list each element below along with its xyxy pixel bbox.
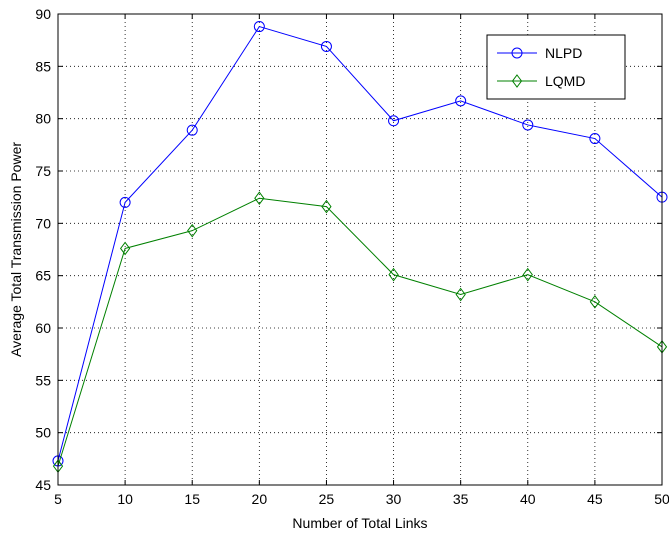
series-line-nlpd bbox=[57, 25, 663, 462]
data-point-nlpd bbox=[320, 40, 332, 52]
data-point-nlpd bbox=[253, 21, 265, 33]
x-tick-label: 25 bbox=[319, 491, 335, 507]
legend-label: LQMD bbox=[545, 73, 585, 89]
x-tick-label: 45 bbox=[587, 491, 603, 507]
x-tick-label: 20 bbox=[252, 491, 268, 507]
data-point-lqmd bbox=[119, 241, 131, 256]
y-tick-label: 50 bbox=[35, 425, 51, 441]
data-point-nlpd bbox=[455, 95, 467, 107]
y-tick-label: 85 bbox=[35, 58, 51, 74]
y-tick-label: 70 bbox=[35, 215, 51, 231]
grid-lines bbox=[58, 14, 662, 485]
x-tick-label: 30 bbox=[386, 491, 402, 507]
data-point-nlpd bbox=[119, 196, 131, 208]
legend-marker bbox=[511, 47, 523, 59]
series-line-lqmd bbox=[57, 197, 663, 467]
data-point-nlpd bbox=[589, 133, 601, 145]
x-axis-label: Number of Total Links bbox=[292, 515, 427, 531]
y-tick-label: 55 bbox=[35, 372, 51, 388]
legend-item-lqmd: LQMD bbox=[497, 73, 585, 89]
y-axis-label: Average Total Transmission Power bbox=[8, 142, 24, 357]
y-tick-label: 80 bbox=[35, 111, 51, 127]
data-point-lqmd bbox=[522, 267, 533, 282]
y-tick-label: 60 bbox=[35, 320, 51, 336]
y-tick-label: 90 bbox=[35, 6, 51, 22]
axis-ticks: 5 10 15 20 25 30 35 40 45 50 45 50 55 60 65 70 75 80 85 90 bbox=[35, 6, 669, 507]
legend-label: NLPD bbox=[545, 45, 582, 61]
data-point-nlpd bbox=[522, 119, 534, 131]
series-lqmd bbox=[52, 191, 668, 473]
y-tick-label: 45 bbox=[35, 477, 51, 493]
x-tick-label: 40 bbox=[520, 491, 536, 507]
data-point-nlpd bbox=[186, 124, 198, 136]
series-layer bbox=[52, 21, 668, 473]
series-nlpd bbox=[52, 21, 668, 467]
legend-item-nlpd: NLPD bbox=[497, 45, 582, 61]
plot-frame bbox=[57, 13, 663, 486]
data-point-lqmd bbox=[254, 191, 265, 206]
y-tick-label: 65 bbox=[35, 268, 51, 284]
x-tick-label: 10 bbox=[117, 491, 133, 507]
data-point-lqmd bbox=[589, 295, 601, 309]
data-point-lqmd bbox=[187, 223, 198, 238]
data-point-lqmd bbox=[455, 287, 466, 302]
legend-box bbox=[486, 34, 626, 100]
legend: NLPD LQMD bbox=[486, 34, 626, 100]
x-tick-label: 5 bbox=[54, 491, 62, 507]
x-tick-label: 15 bbox=[184, 491, 200, 507]
data-point-lqmd bbox=[388, 267, 399, 282]
legend-marker bbox=[511, 74, 523, 88]
data-point-lqmd bbox=[321, 199, 332, 214]
y-tick-label: 75 bbox=[35, 163, 51, 179]
data-point-nlpd bbox=[388, 115, 400, 127]
x-tick-label: 35 bbox=[453, 491, 469, 507]
x-tick-label: 50 bbox=[654, 491, 669, 507]
